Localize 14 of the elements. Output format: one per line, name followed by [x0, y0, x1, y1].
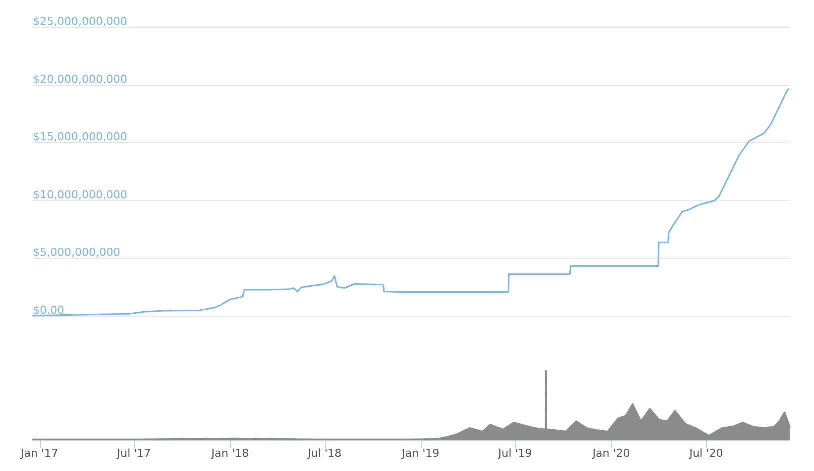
y-tick-label: $15,000,000,000: [33, 130, 128, 144]
x-tick-label: Jan '19: [401, 447, 440, 460]
y-tick-label: $5,000,000,000: [33, 246, 120, 260]
x-tick-label: Jul '17: [116, 447, 152, 460]
x-tick-label: Jul '19: [497, 447, 532, 460]
y-tick-label: $10,000,000,000: [33, 188, 128, 202]
x-tick-label: Jan '20: [592, 447, 630, 460]
y-tick-label: $0.00: [33, 304, 64, 317]
y-tick-label: $20,000,000,000: [33, 72, 128, 86]
y-tick-label: $25,000,000,000: [33, 15, 128, 28]
x-tick-label: Jan '17: [20, 447, 59, 460]
x-tick-label: Jul '18: [306, 447, 342, 460]
x-tick-label: Jul '20: [688, 447, 724, 460]
x-tick-label: Jan '18: [210, 447, 250, 460]
